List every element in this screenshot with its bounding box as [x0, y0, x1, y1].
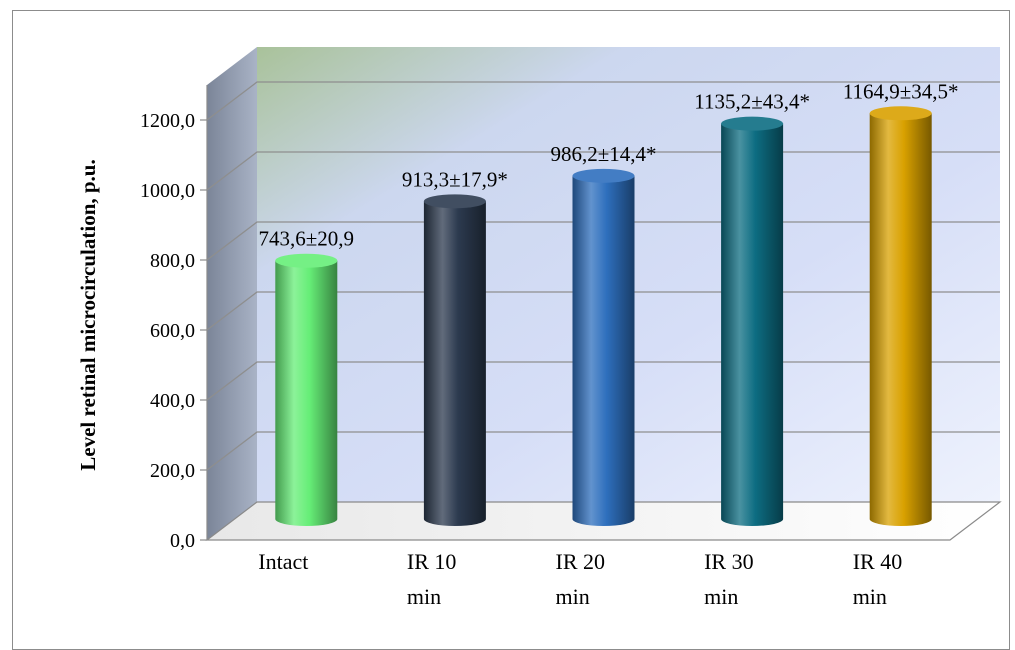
bar [275, 253, 338, 526]
bar-body [869, 113, 932, 526]
bar-body [423, 201, 486, 526]
y-axis-ticks: 0,0 200,0 400,0 600,0 800,0 1000,0 1200,0 [140, 110, 207, 552]
bar [423, 194, 486, 526]
side-wall [207, 47, 257, 540]
bars [275, 106, 932, 527]
y-tick-label: 600,0 [150, 320, 195, 342]
data-label: 743,6±20,9 [259, 227, 355, 251]
bar-top [572, 168, 635, 183]
x-tick-label: IR 40 [853, 549, 903, 574]
x-tick-label: IR 30 [704, 549, 754, 574]
bar [869, 106, 932, 526]
bar-top [721, 116, 784, 131]
y-tick-label: 1200,0 [140, 110, 195, 132]
x-tick-label: min [407, 584, 441, 609]
y-tick-label: 200,0 [150, 460, 195, 482]
grid-line [206, 81, 1000, 121]
data-label: 986,2±14,4* [550, 142, 656, 166]
y-tick-label: 1000,0 [140, 180, 195, 202]
x-tick-label: min [556, 584, 590, 609]
bar-top [423, 194, 486, 209]
x-axis-labels: Intact IR 10 min IR 20 min IR 30 min IR 40 min [258, 549, 902, 609]
bar-body [721, 123, 784, 527]
bar-chart: 0,0 200,0 400,0 600,0 800,0 1000,0 1200,0 Inta… [76, 47, 1002, 609]
bar-top [869, 106, 932, 121]
data-label: 1135,2±43,4* [694, 90, 810, 114]
x-tick-label: min [853, 584, 887, 609]
bar [572, 168, 635, 526]
y-axis-title: Level retinal microcirculation, p.u. [76, 159, 100, 470]
x-tick-label: min [704, 584, 738, 609]
x-tick-label: IR 20 [556, 549, 606, 574]
bar-body [572, 175, 635, 526]
data-labels: 743,6±20,9 913,3±17,9* 986,2±14,4* 1135,2±4… [259, 79, 959, 250]
y-tick-label: 400,0 [150, 390, 195, 412]
x-tick-label: Intact [258, 549, 308, 574]
y-tick-label: 800,0 [150, 250, 195, 272]
data-label: 1164,9±34,5* [843, 79, 959, 103]
data-label: 913,3±17,9* [402, 167, 508, 191]
bar-body [275, 260, 338, 526]
bar [721, 116, 784, 527]
y-tick-label: 0,0 [170, 530, 195, 552]
x-tick-label: IR 10 [407, 549, 457, 574]
bar-top [275, 253, 338, 268]
